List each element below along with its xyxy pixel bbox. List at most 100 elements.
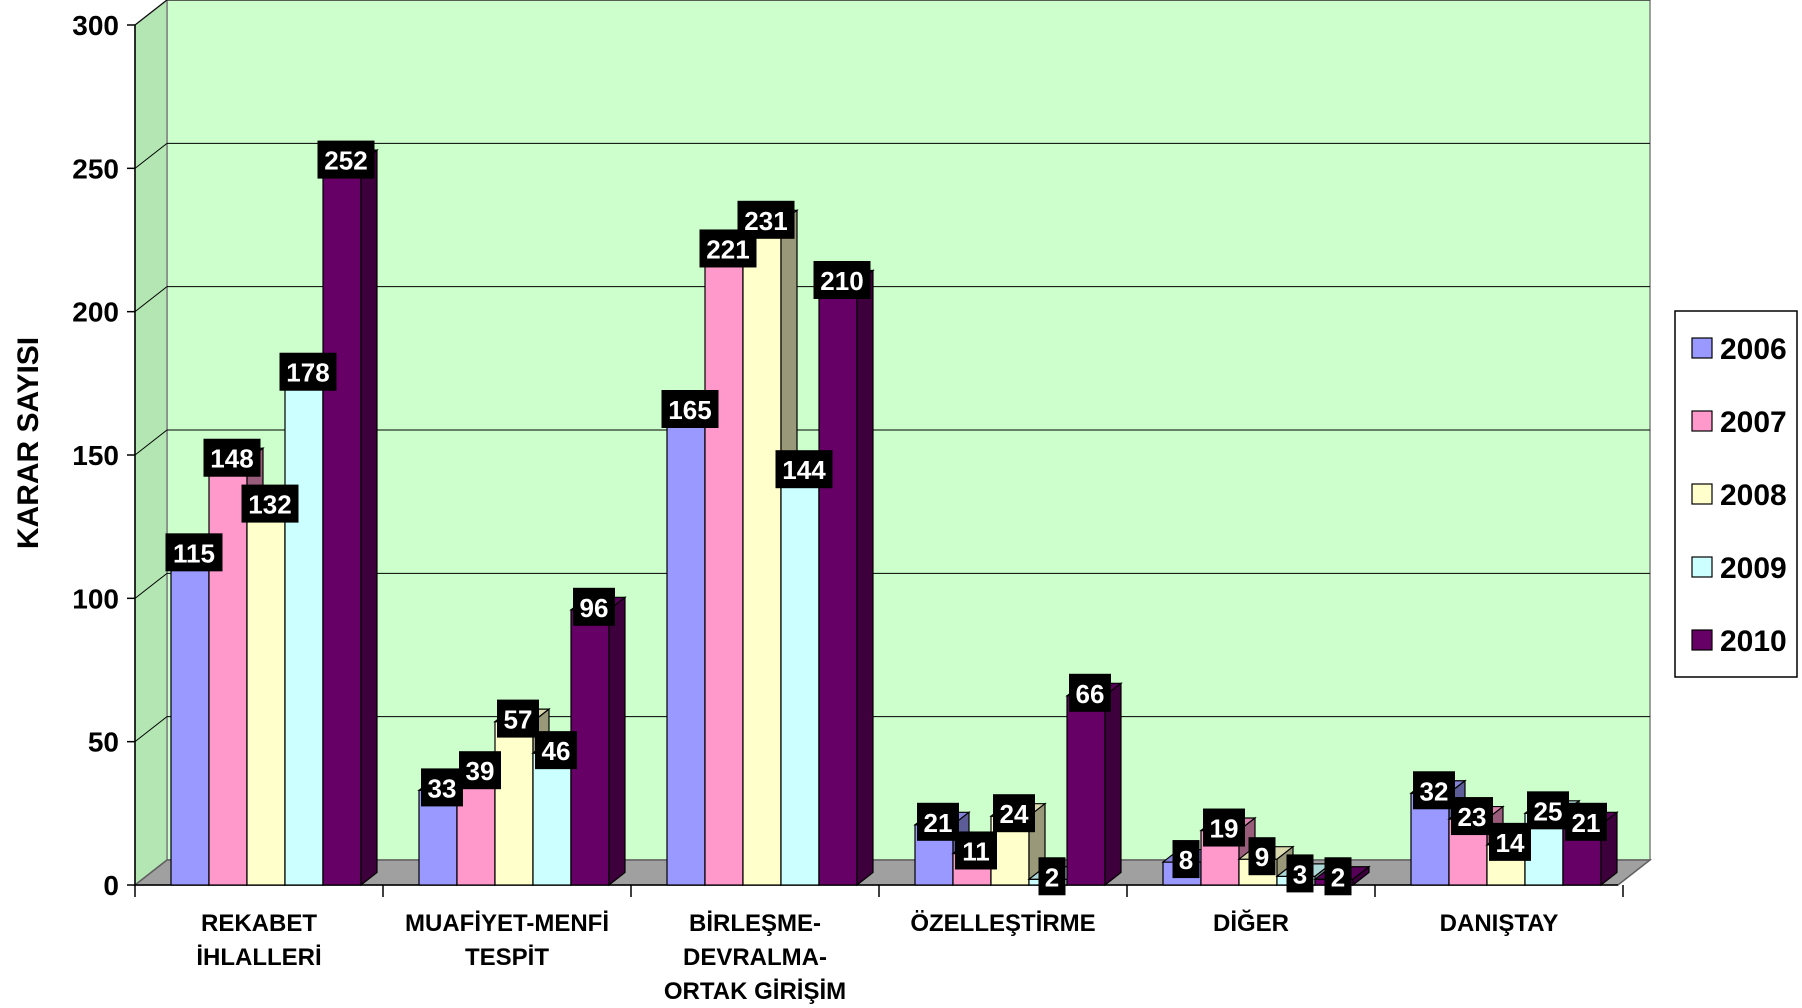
data-label: 252	[317, 140, 375, 179]
data-label: 11	[955, 831, 997, 870]
data-label: 3	[1286, 854, 1314, 893]
data-label: 66	[1069, 673, 1111, 712]
legend-swatch	[1691, 556, 1713, 578]
svg-text:165: 165	[668, 395, 711, 425]
data-label: 33	[421, 768, 463, 807]
legend-swatch	[1691, 483, 1713, 505]
legend-label: 2009	[1720, 552, 1787, 585]
x-tick-label: DİĞER	[1213, 909, 1289, 937]
svg-text:3: 3	[1293, 859, 1307, 889]
y-tick-label: 250	[72, 153, 119, 184]
svg-text:11: 11	[962, 836, 990, 866]
x-tick-label: DANIŞTAY	[1440, 910, 1559, 937]
legend-item: 2006	[1691, 333, 1787, 366]
bar	[1065, 682, 1123, 887]
data-label: 231	[737, 200, 795, 239]
svg-text:221: 221	[706, 234, 749, 264]
y-tick-label: 200	[72, 297, 119, 328]
svg-text:115: 115	[173, 538, 215, 568]
svg-text:24: 24	[1000, 799, 1029, 829]
data-label: 115	[165, 533, 223, 572]
data-label: 46	[535, 731, 577, 770]
data-label: 24	[993, 794, 1035, 833]
svg-text:33: 33	[428, 773, 457, 803]
data-label: 132	[241, 484, 299, 523]
data-label: 14	[1489, 822, 1531, 861]
y-axis: 0 50 100 150 200 250 300	[72, 10, 136, 901]
data-label: 25	[1527, 791, 1569, 830]
legend-item: 2007	[1691, 406, 1787, 439]
legend-label: 2007	[1720, 406, 1787, 439]
svg-text:252: 252	[324, 146, 367, 176]
data-label: 8	[1172, 840, 1200, 879]
data-label: 21	[917, 802, 959, 841]
svg-text:132: 132	[248, 490, 291, 520]
data-label: 57	[497, 699, 539, 738]
data-label: 9	[1248, 837, 1276, 876]
x-tick-label: REKABET İHLALLERİ	[196, 910, 321, 971]
y-tick-label: 50	[88, 727, 119, 758]
svg-text:66: 66	[1076, 679, 1105, 709]
svg-text:32: 32	[1420, 776, 1449, 806]
svg-text:25: 25	[1534, 796, 1563, 826]
legend: 2006 2007 2008 2009 2010	[1674, 310, 1798, 678]
bar	[817, 269, 875, 887]
y-tick-label: 100	[72, 583, 119, 614]
gridline-side	[134, 0, 168, 26]
legend-label: 2010	[1720, 625, 1787, 658]
data-label: 39	[459, 751, 501, 790]
data-label: 148	[203, 438, 261, 477]
svg-text:9: 9	[1255, 842, 1269, 872]
svg-text:178: 178	[286, 358, 329, 388]
y-tick-label: 0	[103, 870, 119, 901]
y-axis-title: KARAR SAYISI	[12, 337, 45, 549]
data-label: 178	[279, 352, 337, 391]
plot-area	[132, 0, 1653, 887]
svg-text:57: 57	[504, 705, 533, 735]
gridline-side	[134, 142, 168, 169]
legend-item: 2010	[1691, 625, 1787, 658]
legend-swatch	[1691, 410, 1713, 432]
data-label: 2	[1324, 857, 1352, 896]
svg-text:14: 14	[1496, 828, 1525, 858]
legend-item: 2009	[1691, 552, 1787, 585]
svg-text:144: 144	[782, 455, 826, 485]
svg-text:148: 148	[210, 444, 253, 474]
svg-text:21: 21	[1572, 808, 1601, 838]
x-tick-label: BİRLEŞME-DEVRALMA-ORTAK GİRİŞİM	[664, 910, 846, 1005]
bar	[321, 148, 379, 887]
data-label: 32	[1413, 771, 1455, 810]
legend-item: 2008	[1691, 479, 1787, 512]
svg-text:21: 21	[924, 808, 953, 838]
legend-label: 2006	[1720, 333, 1787, 366]
data-label: 210	[813, 261, 871, 299]
svg-text:23: 23	[1458, 802, 1487, 832]
x-axis: REKABET İHLALLERİ MUAFİYET-MENFİ TESPİT BİRL…	[134, 884, 1624, 1005]
svg-text:39: 39	[466, 756, 495, 786]
svg-text:231: 231	[744, 206, 787, 236]
data-label: 165	[661, 390, 719, 428]
y-tick-label: 150	[72, 440, 119, 471]
x-tick-label: ÖZELLEŞTİRME	[910, 910, 1095, 937]
data-label: 19	[1203, 808, 1245, 847]
data-label: 96	[573, 587, 615, 626]
data-label: 23	[1451, 797, 1493, 836]
gridline-side	[134, 286, 168, 313]
svg-text:210: 210	[820, 266, 863, 296]
svg-text:19: 19	[1210, 814, 1239, 844]
bars	[169, 148, 1619, 887]
gridline-side	[134, 429, 168, 456]
gridline-side	[134, 716, 168, 743]
gridline-side	[134, 572, 168, 599]
data-label: 21	[1565, 802, 1607, 841]
x-tick-label: MUAFİYET-MENFİ TESPİT	[405, 910, 609, 971]
svg-text:96: 96	[580, 593, 609, 623]
data-label: 2	[1038, 857, 1066, 896]
y-tick-label: 300	[72, 10, 119, 41]
svg-text:2: 2	[1045, 862, 1059, 892]
legend-swatch	[1691, 337, 1713, 359]
data-label: 144	[775, 450, 833, 489]
bar	[569, 596, 627, 887]
legend-swatch	[1691, 629, 1713, 651]
